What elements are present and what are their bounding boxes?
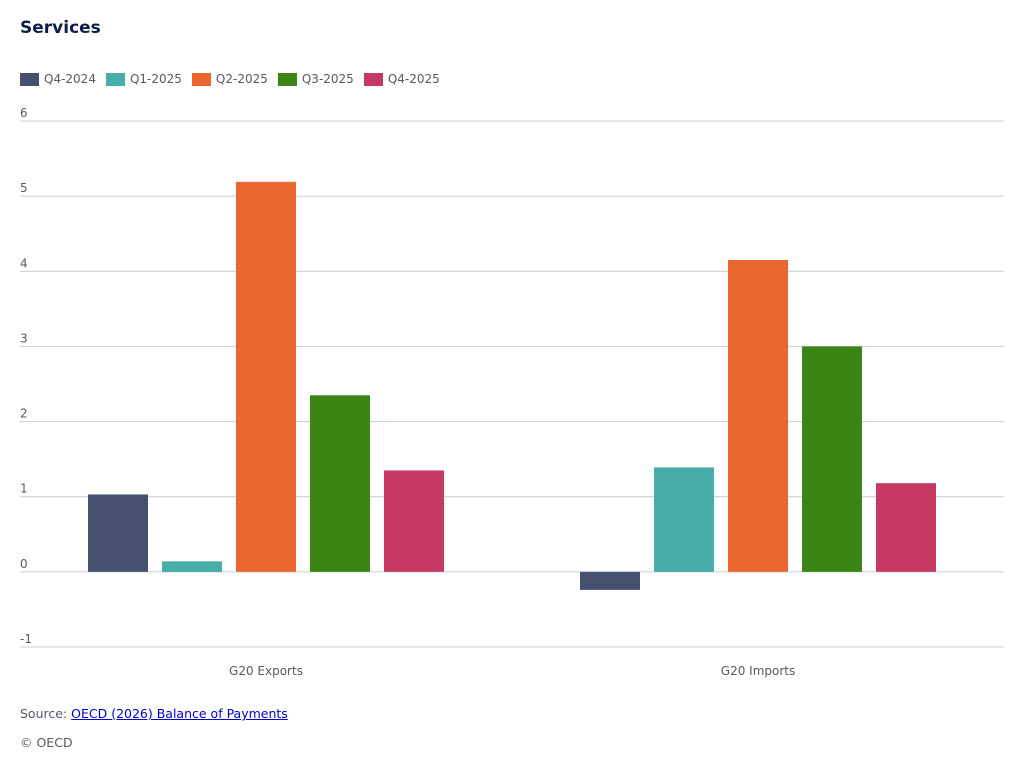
y-tick-label: 3 [20,331,28,345]
chart-plot: 6 5 4 3 2 1 0 -1 G20 Exports G20 Imports [20,106,1004,678]
source-note: Source: OECD (2026) Balance of Payments [20,706,288,721]
x-category-label: G20 Exports [229,664,303,678]
bar[interactable] [236,181,296,572]
legend-label: Q3-2025 [301,72,354,86]
bar[interactable] [654,467,714,572]
y-tick-label: 6 [20,106,28,120]
legend-item[interactable]: Q4-2024 [20,72,96,86]
y-tick-label: 4 [20,256,28,270]
legend-item[interactable]: Q2-2025 [191,72,268,86]
legend-item[interactable]: Q3-2025 [277,72,354,86]
legend-swatch [277,72,297,86]
y-tick-label: 1 [20,482,28,496]
legend-item[interactable]: Q4-2025 [363,72,440,86]
legend-swatch [105,72,125,86]
bar[interactable] [580,571,640,590]
legend-swatch [191,72,211,86]
bar[interactable] [876,483,936,572]
bar[interactable] [162,561,222,572]
bar[interactable] [88,494,148,572]
legend-label: Q4-2025 [387,72,440,86]
y-tick-label: 0 [20,557,28,571]
legend-label: Q2-2025 [215,72,268,86]
source-link[interactable]: OECD (2026) Balance of Payments [71,706,288,721]
x-category-label: G20 Imports [721,664,795,678]
bar[interactable] [802,346,862,572]
copyright: © OECD [20,735,73,750]
legend-label: Q4-2024 [44,72,96,86]
legend: Q4-2024 Q1-2025 Q2-2025 Q3-2025 Q4-2025 [20,72,450,86]
legend-label: Q1-2025 [129,72,182,86]
source-prefix: Source: [20,706,72,721]
legend-swatch [20,72,39,86]
bar[interactable] [728,260,788,572]
bar[interactable] [384,470,444,572]
y-tick-label: 2 [20,407,28,421]
legend-swatch [363,72,383,86]
legend-item[interactable]: Q1-2025 [105,72,182,86]
y-tick-label: -1 [20,632,32,646]
y-tick-label: 5 [20,181,28,195]
chart-title: Services [20,18,101,38]
bar[interactable] [310,395,370,572]
